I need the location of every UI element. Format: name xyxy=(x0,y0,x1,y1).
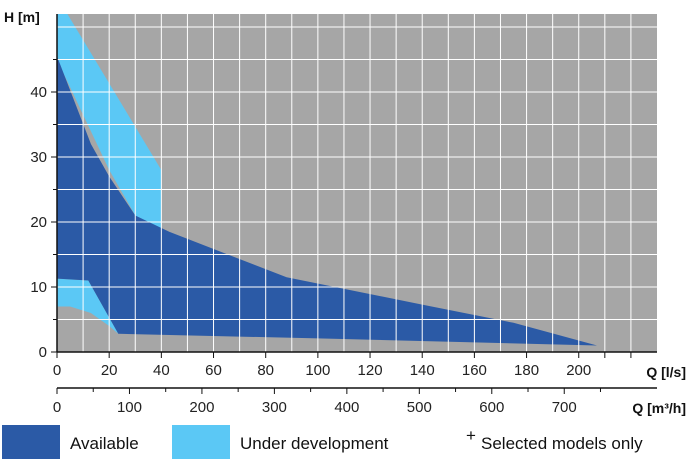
legend: Available Under development + Selected m… xyxy=(2,425,643,459)
legend-available-swatch xyxy=(2,425,60,459)
x2-tick-label: 200 xyxy=(189,399,214,416)
x-tick-label: 160 xyxy=(462,362,487,379)
x-tick-label: 180 xyxy=(514,362,539,379)
legend-selected-label: Selected models only xyxy=(481,434,643,453)
y-tick-label: 40 xyxy=(30,84,47,101)
legend-selected-marker: + xyxy=(466,426,476,445)
series-area-2 xyxy=(57,56,597,346)
x-tick-label: 140 xyxy=(410,362,435,379)
y-tick-label: 10 xyxy=(30,279,47,296)
legend-available-label: Available xyxy=(70,434,139,453)
x-tick-label: 20 xyxy=(101,362,118,379)
grid xyxy=(57,14,657,352)
x2-tick-label: 0 xyxy=(53,399,61,416)
x2-tick-label: 500 xyxy=(407,399,432,416)
x-tick-label: 200 xyxy=(566,362,591,379)
y-tick-label: 20 xyxy=(30,214,47,231)
x2-tick-label: 600 xyxy=(479,399,504,416)
x2-tick-label: 100 xyxy=(117,399,142,416)
x-tick-label: 80 xyxy=(257,362,274,379)
x2-tick-label: 400 xyxy=(334,399,359,416)
y-tick-label: 0 xyxy=(39,344,47,361)
legend-under-development-label: Under development xyxy=(240,434,389,453)
axes xyxy=(56,14,657,389)
y-axis-title: H [m] xyxy=(4,9,40,25)
x2-tick-label: 300 xyxy=(262,399,287,416)
y-tick-label: 30 xyxy=(30,149,47,166)
legend-under-development-swatch xyxy=(172,425,230,459)
x-tick-label: 100 xyxy=(305,362,330,379)
x-axis-title: Q [l/s] xyxy=(646,364,686,380)
x-tick-label: 60 xyxy=(205,362,222,379)
x-tick-label: 40 xyxy=(153,362,170,379)
x-tick-label: 120 xyxy=(358,362,383,379)
x2-tick-label: 700 xyxy=(552,399,577,416)
x-tick-label: 0 xyxy=(53,362,61,379)
x-axis-secondary-title: Q [m³/h] xyxy=(632,400,686,416)
